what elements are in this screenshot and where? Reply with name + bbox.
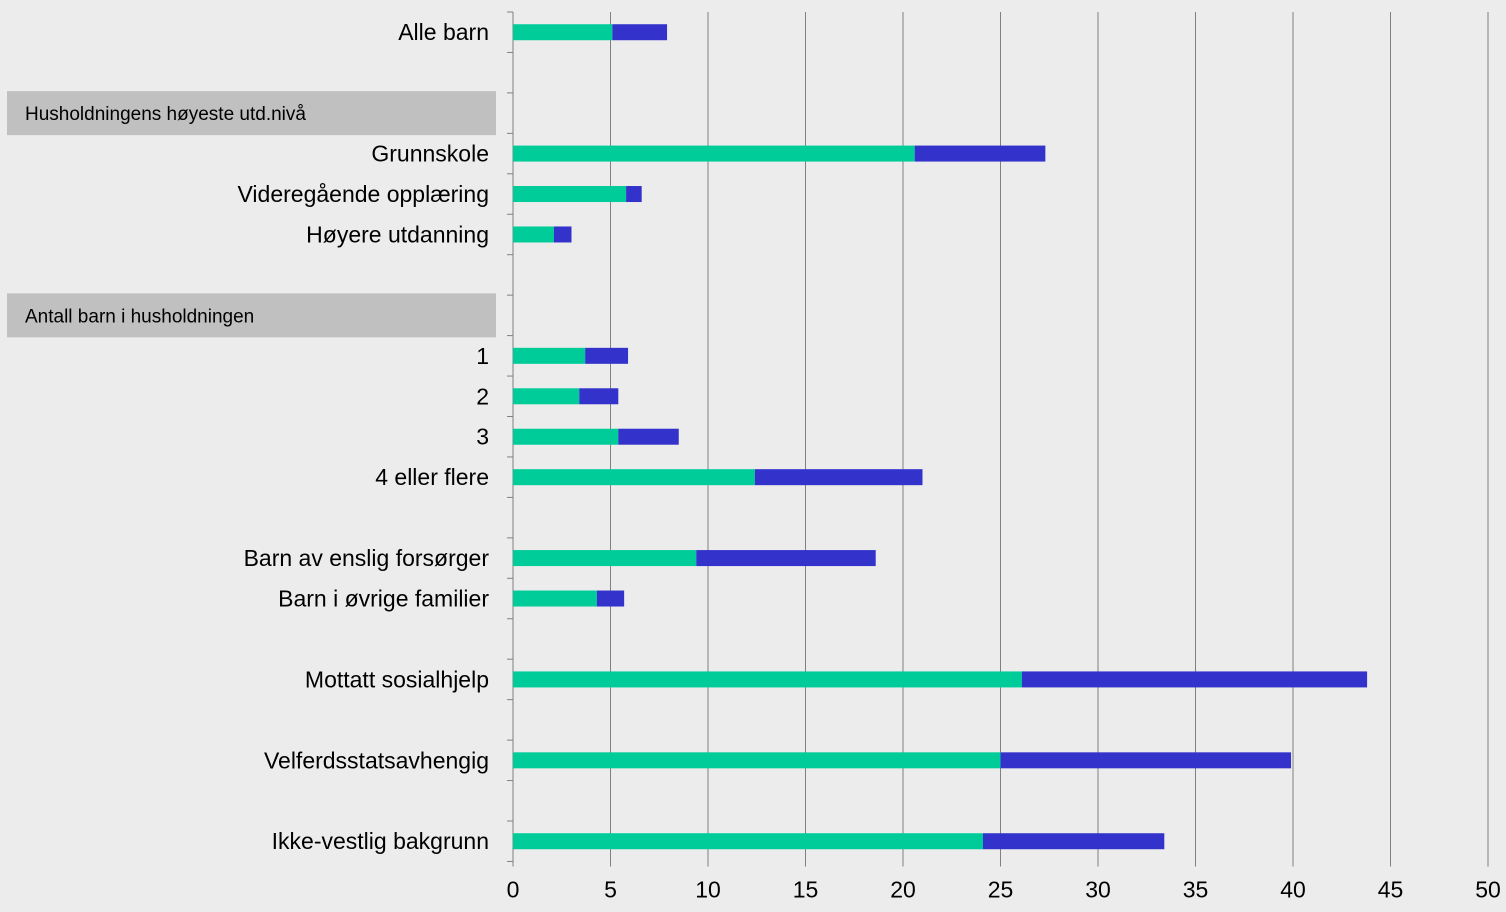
bar-series-1 (513, 469, 755, 486)
bar-series-1 (513, 388, 580, 405)
bar-series-2 (618, 428, 679, 445)
category-label: Videregående opplæring (238, 181, 490, 207)
bar-series-1 (513, 347, 586, 364)
x-tick-label: 50 (1475, 876, 1501, 902)
bar-series-2 (754, 469, 923, 486)
bar-series-2 (982, 833, 1165, 850)
section-band (7, 293, 496, 338)
bar-series-2 (1021, 671, 1368, 688)
bar-series-1 (513, 550, 697, 567)
bar-series-2 (579, 388, 619, 405)
x-tick-label: 10 (695, 876, 721, 902)
section-label: Antall barn i husholdningen (25, 306, 254, 327)
bar-series-2 (914, 145, 1046, 162)
bar-series-1 (513, 833, 983, 850)
category-label: Barn av enslig forsørger (244, 545, 490, 571)
category-label: Velferdsstatsavhengig (264, 747, 489, 773)
category-label: 3 (476, 424, 489, 450)
bar-series-2 (596, 590, 625, 607)
bar-series-2 (696, 550, 876, 567)
x-tick-label: 30 (1085, 876, 1111, 902)
bar-series-2 (585, 347, 629, 364)
x-tick-label: 35 (1183, 876, 1209, 902)
category-label: 1 (476, 343, 489, 369)
bar-series-2 (553, 226, 572, 243)
category-label: 4 eller flere (375, 464, 489, 490)
bar-series-2 (1000, 752, 1292, 769)
bar-series-1 (513, 752, 1001, 769)
category-label: Mottatt sosialhjelp (305, 666, 489, 692)
bar-series-1 (513, 145, 915, 162)
x-tick-label: 25 (988, 876, 1014, 902)
category-label: Høyere utdanning (306, 221, 489, 247)
x-tick-label: 40 (1280, 876, 1306, 902)
x-tick-label: 45 (1378, 876, 1404, 902)
x-tick-label: 0 (507, 876, 520, 902)
bar-series-1 (513, 590, 597, 607)
category-label: Alle barn (398, 19, 489, 45)
bar-series-2 (612, 24, 668, 41)
bar-series-1 (513, 186, 627, 203)
bar-series-1 (513, 226, 554, 243)
category-label: Grunnskole (371, 141, 489, 167)
category-label: 2 (476, 383, 489, 409)
bar-series-1 (513, 24, 613, 41)
x-tick-label: 5 (604, 876, 617, 902)
bar-series-1 (513, 428, 619, 445)
category-label: Barn i øvrige familier (278, 586, 489, 612)
bar-series-2 (626, 186, 642, 203)
x-tick-label: 20 (890, 876, 916, 902)
category-label: Ikke-vestlig bakgrunn (272, 828, 489, 854)
bar-series-1 (513, 671, 1022, 688)
x-tick-label: 15 (793, 876, 819, 902)
section-band (7, 91, 496, 136)
section-label: Husholdningens høyeste utd.nivå (25, 104, 306, 125)
